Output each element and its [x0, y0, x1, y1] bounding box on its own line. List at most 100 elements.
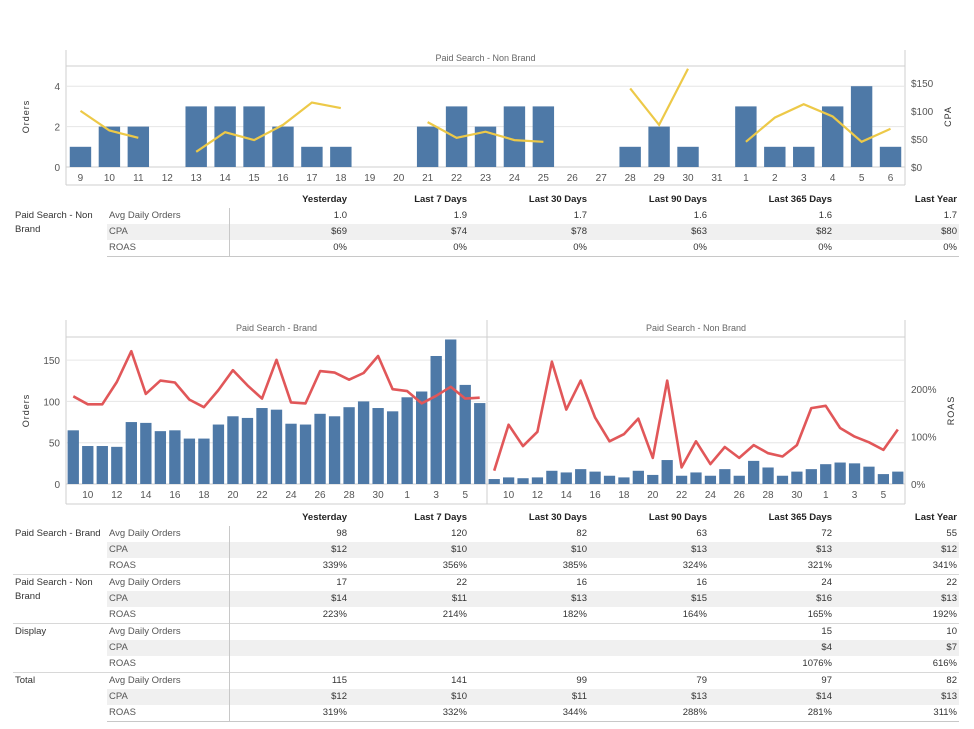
table-cell: $16	[709, 591, 834, 607]
x-tick-label: 18	[198, 490, 210, 501]
x-tick-label: 21	[422, 173, 434, 184]
x-tick-label: 26	[314, 490, 326, 501]
table-cell: 82	[576, 528, 587, 539]
bar	[618, 477, 630, 484]
table-cell: 141	[349, 672, 469, 689]
table-cell: 22	[349, 574, 469, 591]
table-cell: $13	[589, 542, 709, 558]
table-cell: 164%	[682, 609, 707, 620]
bar	[357, 401, 370, 484]
header-blank	[107, 192, 229, 208]
bar	[850, 86, 873, 167]
table-cell: $82	[709, 224, 834, 240]
x-tick-label: 20	[393, 173, 405, 184]
table-row: ROAS 223% 214% 182% 164% 165% 192%	[13, 607, 959, 624]
table-cell: $78	[469, 224, 589, 240]
bar	[125, 422, 137, 484]
cpa-line-segment	[79, 109, 139, 139]
y2-tick-label: $0	[911, 163, 923, 174]
bar	[719, 469, 731, 484]
x-tick-label: 16	[277, 173, 289, 184]
x-tick-label: 28	[625, 173, 637, 184]
table-cell	[589, 623, 709, 640]
table-cell: 97	[709, 672, 834, 689]
table-cell: 24	[709, 574, 834, 591]
bar	[677, 146, 699, 167]
bar	[848, 463, 861, 484]
table-cell: $10	[349, 689, 469, 705]
roas-line	[72, 349, 480, 409]
table-cell	[349, 656, 469, 673]
bar	[503, 106, 526, 167]
table-cell: 214%	[442, 609, 467, 620]
table-cell: $13	[709, 542, 834, 558]
metric-label: Avg Daily Orders	[107, 672, 229, 689]
x-tick-label: 13	[191, 173, 203, 184]
x-tick-label: 14	[140, 490, 152, 501]
x-tick-label: 12	[532, 490, 544, 501]
bar	[301, 146, 323, 167]
bar	[546, 470, 558, 484]
x-tick-label: 24	[285, 490, 297, 501]
table-cell: 120	[451, 528, 467, 539]
bar	[416, 126, 439, 167]
metric-label: ROAS	[107, 240, 229, 257]
table-cell: $15	[589, 591, 709, 607]
bar	[877, 474, 890, 484]
y2-axis-title: ROAS	[946, 396, 956, 426]
x-tick-label: 24	[705, 490, 717, 501]
bar	[386, 411, 399, 484]
table-row: CPA $12 $10 $11 $13 $14 $13	[13, 689, 959, 705]
table-cell	[349, 640, 469, 656]
bar	[330, 146, 352, 167]
y2-tick-label: $50	[911, 135, 928, 146]
table-cell: $14	[228, 591, 349, 607]
x-tick-label: 26	[567, 173, 579, 184]
table-cell: 82	[834, 672, 959, 689]
bar	[647, 474, 659, 484]
column-header: Last 365 Days	[768, 194, 832, 205]
x-tick-label: 26	[734, 490, 746, 501]
metric-label: CPA	[107, 542, 229, 558]
metric-label: CPA	[107, 224, 229, 240]
y-tick-label: 2	[54, 123, 60, 134]
column-header: Last 7 Days	[414, 194, 467, 205]
column-header: Last 7 Days	[414, 512, 467, 523]
row-group-label: Paid Search - Non Brand	[13, 574, 107, 624]
table-cell: 281%	[709, 705, 834, 722]
x-tick-label: 2	[772, 173, 778, 184]
x-tick-label: 14	[561, 490, 573, 501]
column-header: Last 30 Days	[528, 194, 587, 205]
table-cell: $11	[469, 689, 589, 705]
bar	[820, 464, 832, 484]
x-tick-label: 25	[538, 173, 550, 184]
bar	[111, 446, 123, 484]
bar	[140, 422, 152, 484]
table-cell: $13	[469, 591, 589, 607]
bar	[243, 106, 265, 167]
metric-label: CPA	[107, 689, 229, 705]
table-row: CPA $4 $7	[13, 640, 959, 656]
table-cell: $13	[834, 689, 959, 705]
bar	[328, 416, 341, 484]
bar	[488, 479, 500, 484]
metric-label: ROAS	[109, 560, 136, 571]
table-cell: $12	[228, 689, 349, 705]
bar	[675, 475, 688, 484]
x-tick-label: 23	[480, 173, 492, 184]
x-tick-label: 11	[133, 173, 144, 184]
table-cell: 99	[469, 672, 589, 689]
x-tick-label: 30	[682, 173, 694, 184]
table-cell: $7	[834, 640, 959, 656]
bar	[198, 438, 210, 484]
y-tick-label: 4	[54, 82, 60, 93]
bar	[82, 446, 94, 484]
y2-tick-label: $100	[911, 107, 934, 118]
x-tick-label: 31	[711, 173, 723, 184]
table-cell: $4	[709, 640, 834, 656]
bar	[560, 472, 572, 484]
table-cell: 79	[589, 672, 709, 689]
table-header-row: Yesterday Last 7 Days Last 30 Days Last 90 …	[13, 510, 959, 526]
y-tick-label: 100	[43, 397, 60, 408]
bar	[776, 475, 789, 484]
